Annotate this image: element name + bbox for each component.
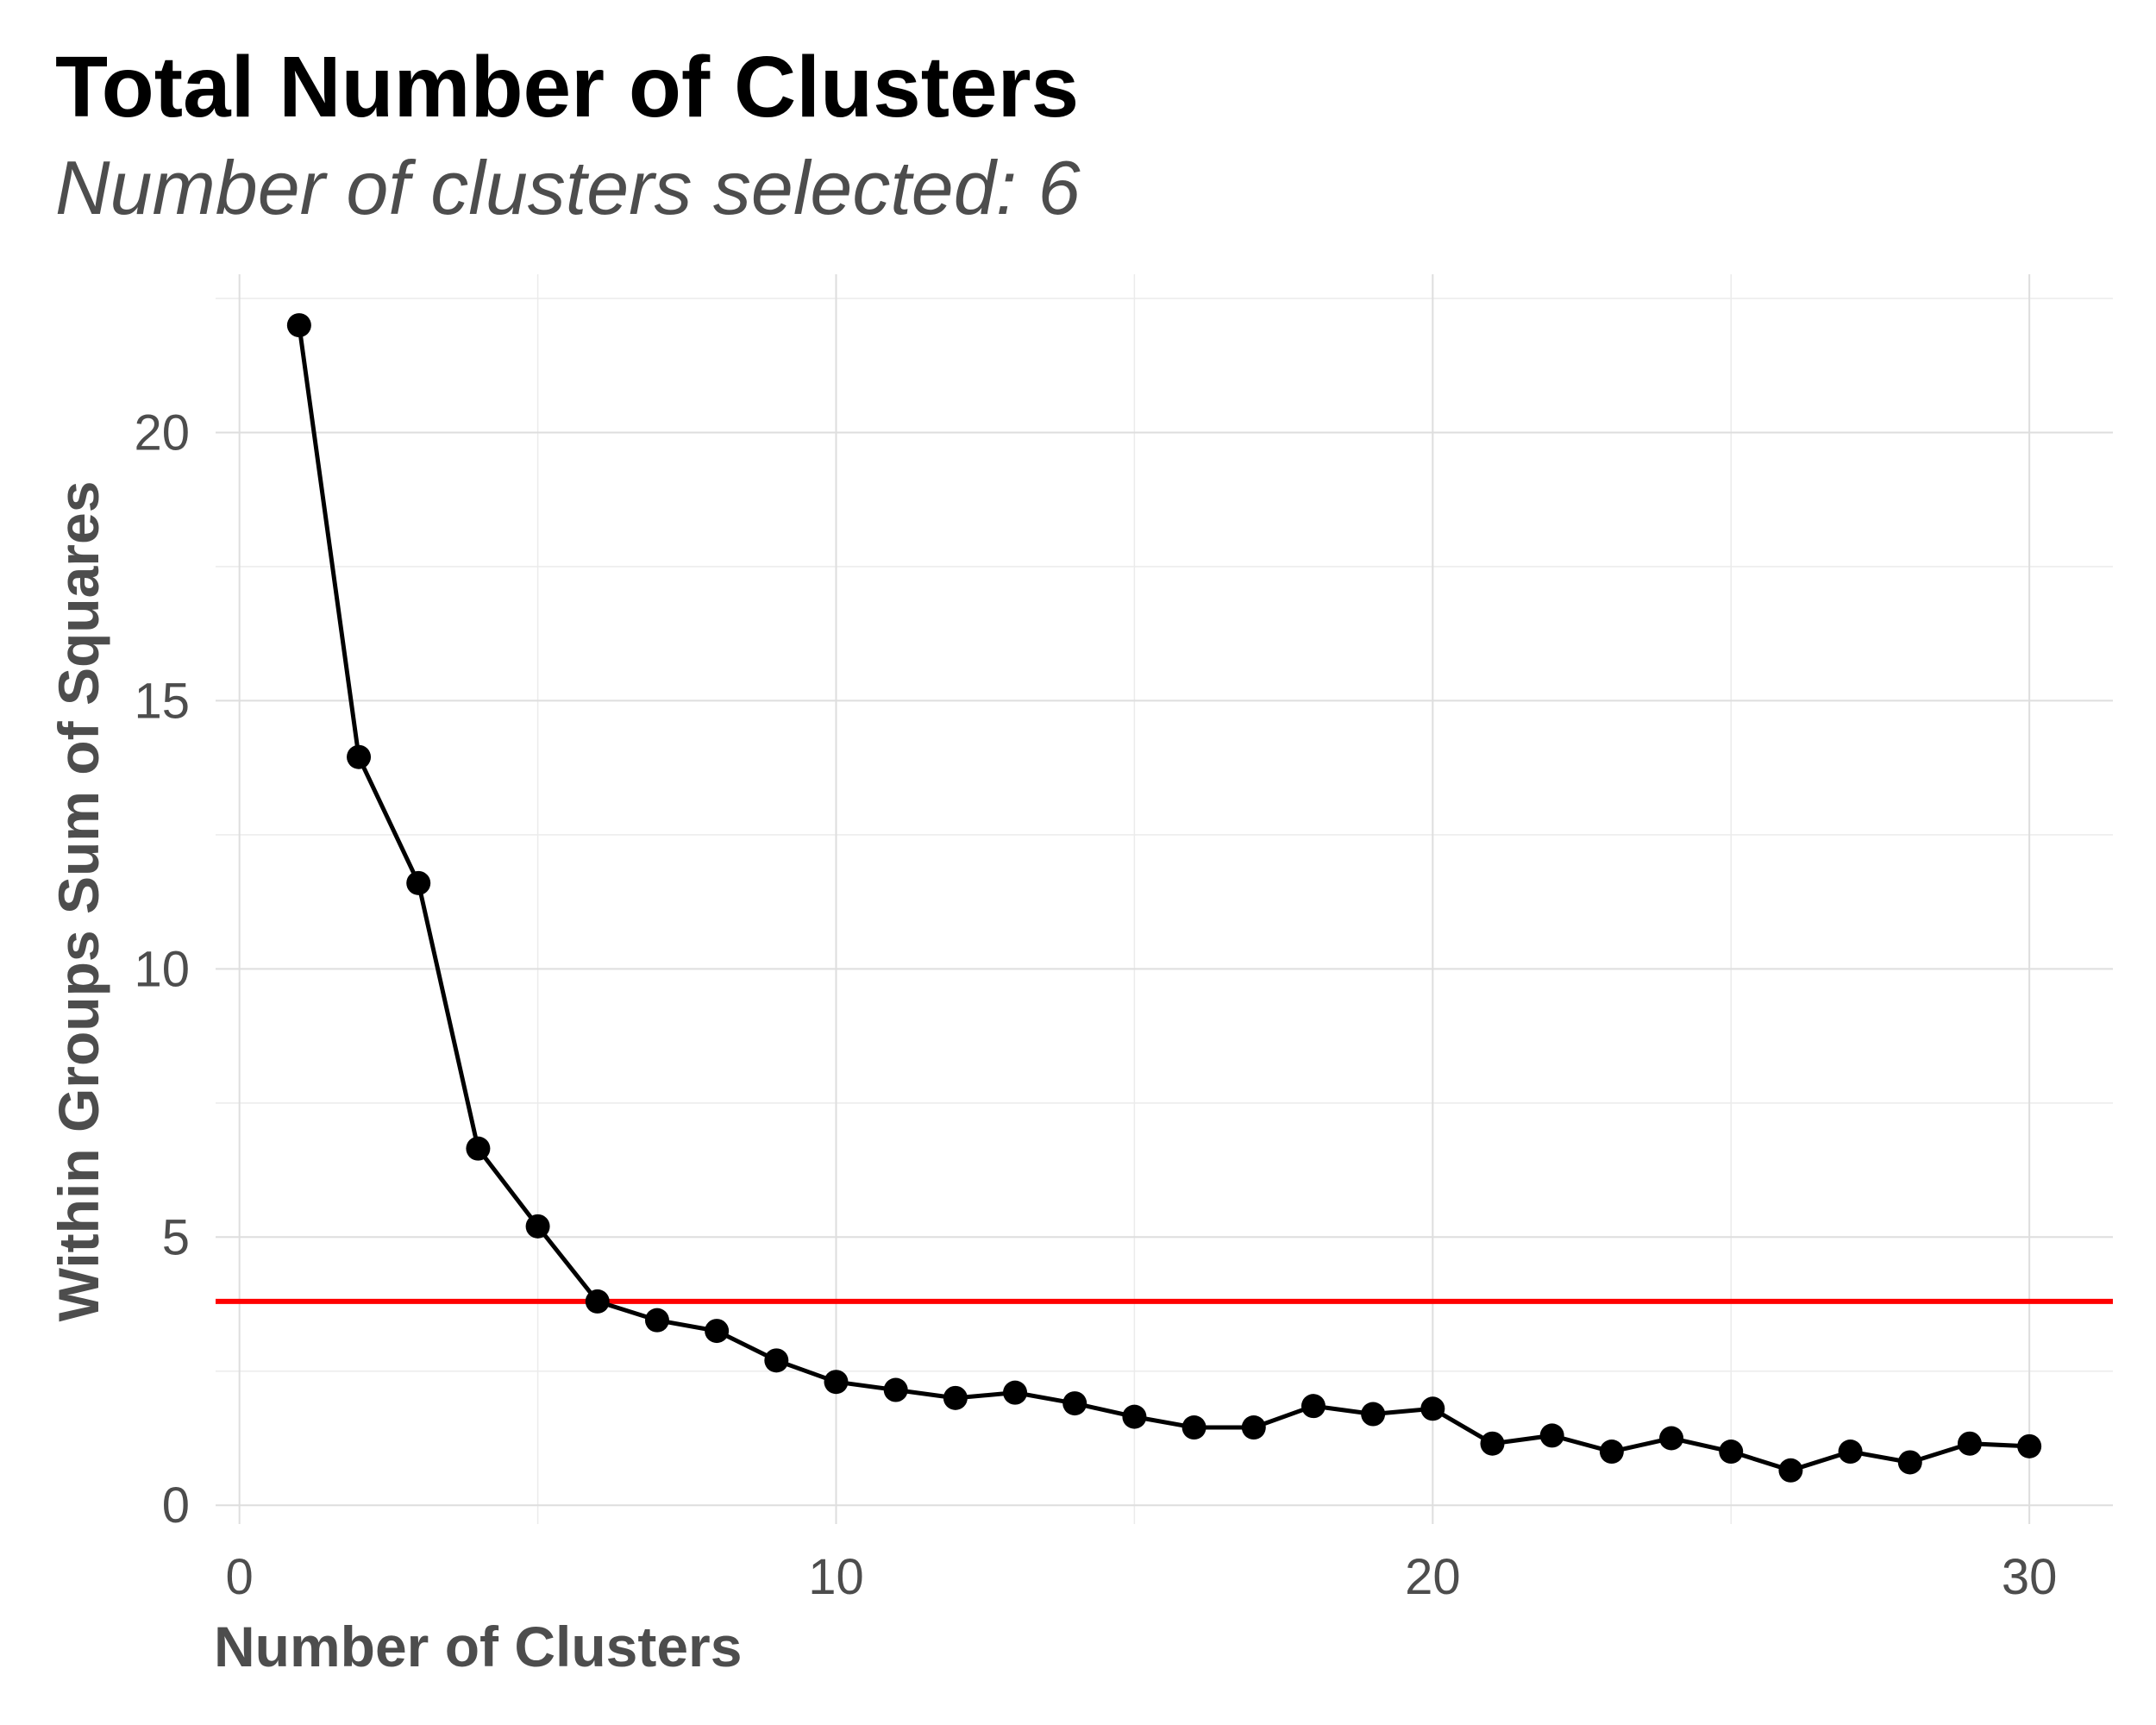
- data-point: [1659, 1426, 1684, 1451]
- y-tick-label: 10: [134, 941, 190, 997]
- data-point: [705, 1319, 730, 1344]
- data-point: [525, 1214, 550, 1239]
- data-point: [1062, 1391, 1087, 1416]
- data-point: [1122, 1404, 1147, 1429]
- data-point: [1480, 1431, 1505, 1456]
- data-point: [1897, 1450, 1922, 1475]
- chart-subtitle: Number of clusters selected: 6: [55, 145, 1081, 230]
- major-gridlines: [216, 274, 2113, 1524]
- x-axis-title: Number of Clusters: [214, 1615, 742, 1678]
- data-point: [1361, 1402, 1386, 1427]
- data-point: [1241, 1415, 1266, 1440]
- data-point: [1539, 1423, 1564, 1448]
- y-tick-label: 0: [162, 1477, 190, 1534]
- y-tick-label: 20: [134, 405, 190, 461]
- data-point: [943, 1385, 968, 1410]
- data-point: [824, 1370, 849, 1395]
- series-line: [297, 324, 2030, 1473]
- data-point: [585, 1289, 610, 1314]
- data-point: [286, 313, 311, 338]
- y-axis-title: Within Groups Sum of Squares: [47, 481, 110, 1322]
- data-point: [1420, 1396, 1445, 1421]
- data-point: [1957, 1431, 1982, 1456]
- y-tick-label: 5: [162, 1209, 190, 1265]
- x-tick-label: 20: [1405, 1549, 1461, 1605]
- data-point: [1300, 1394, 1326, 1419]
- x-tick-labels: 0 10 20 30: [226, 1549, 2058, 1605]
- data-point: [1719, 1440, 1744, 1465]
- data-point: [644, 1308, 669, 1333]
- data-point: [466, 1136, 491, 1161]
- data-point: [2017, 1433, 2042, 1458]
- data-point: [1838, 1440, 1863, 1465]
- data-point: [883, 1377, 908, 1402]
- y-tick-label: 15: [134, 673, 190, 729]
- y-tick-labels: 0 5 10 15 20: [134, 405, 190, 1534]
- data-point: [347, 744, 372, 769]
- data-point: [406, 870, 431, 895]
- series-layer: [297, 324, 2030, 1473]
- x-tick-label: 10: [808, 1549, 864, 1605]
- data-point: [1778, 1458, 1803, 1483]
- data-point: [764, 1348, 789, 1373]
- data-point: [1599, 1440, 1624, 1465]
- minor-gridlines: [216, 274, 2113, 1524]
- x-tick-label: 0: [226, 1549, 254, 1605]
- data-point: [1181, 1415, 1206, 1440]
- x-tick-label: 30: [2002, 1549, 2058, 1605]
- data-points: [286, 313, 2042, 1483]
- chart-title: Total Number of Clusters: [55, 39, 1080, 135]
- data-point: [1003, 1380, 1028, 1405]
